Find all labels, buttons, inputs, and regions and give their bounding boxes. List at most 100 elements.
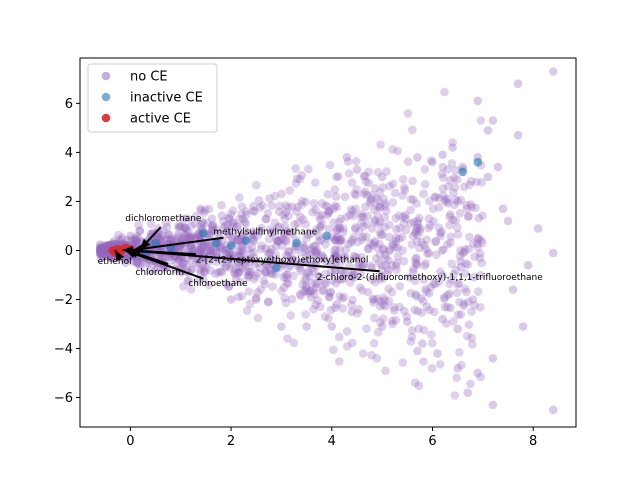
cloud-point [436, 231, 445, 241]
cloud-point [324, 292, 334, 302]
cloud-point [310, 241, 320, 251]
cloud-point [440, 294, 449, 304]
cloud-point [307, 278, 317, 288]
cloud-point [273, 236, 283, 245]
cloud-point [298, 280, 308, 289]
cloud-point [290, 220, 299, 229]
cloud-point [233, 269, 242, 278]
cloud-point [228, 234, 237, 243]
cloud-point [293, 218, 303, 228]
cloud-point [437, 227, 447, 236]
cloud-point [463, 212, 473, 221]
cloud-point [126, 235, 136, 244]
cloud-point [330, 185, 340, 194]
cloud-point [434, 223, 444, 232]
cloud-point [232, 230, 242, 239]
cloud-point [319, 286, 328, 295]
cloud-point [101, 247, 110, 256]
cloud-point [293, 202, 302, 212]
cloud-point [261, 267, 270, 276]
cloud-point [373, 202, 382, 211]
cloud-point [375, 203, 385, 212]
cloud-point [381, 301, 390, 311]
cloud-point [266, 269, 276, 278]
cloud-point [173, 230, 182, 240]
cloud-point [395, 302, 405, 312]
cloud-point [446, 210, 455, 219]
annotation-arrow [124, 249, 204, 280]
cloud-point [300, 242, 309, 252]
cloud-point [311, 248, 321, 257]
cloud-point [246, 267, 255, 277]
cloud-point [464, 320, 474, 330]
cloud-point [401, 225, 411, 235]
cloud-point [438, 184, 448, 193]
cloud-point [424, 214, 434, 223]
cloud-point [265, 225, 275, 234]
cloud-point [382, 206, 391, 216]
cloud-point [249, 230, 259, 240]
cloud-point [321, 201, 330, 210]
cloud-point [284, 247, 293, 256]
cloud-point [360, 171, 370, 181]
cloud-point [298, 196, 307, 206]
cloud-point [451, 195, 461, 204]
cloud-point [449, 317, 458, 326]
cloud-point [206, 247, 216, 256]
cloud-point [359, 171, 369, 181]
cloud-point [178, 259, 188, 269]
cloud-point [332, 202, 342, 212]
cloud-point [259, 276, 269, 285]
cloud-point [181, 223, 190, 232]
cloud-point [251, 180, 261, 190]
cloud-point [257, 244, 266, 254]
cloud-point [213, 268, 223, 277]
cloud-point [436, 228, 445, 238]
cloud-point [167, 255, 177, 265]
cloud-point [461, 259, 470, 268]
cloud-point [279, 283, 289, 292]
annotation-label: methylsulfinylmethane [213, 228, 317, 238]
cloud-point [239, 248, 248, 257]
cloud-point [277, 241, 287, 250]
cloud-point [348, 295, 357, 305]
cloud-point [97, 246, 107, 256]
cloud-point [443, 199, 453, 208]
cloud-point [97, 245, 106, 254]
cloud-point [420, 180, 430, 189]
cloud-point [144, 259, 153, 268]
cloud-point [97, 244, 107, 253]
cloud-point [332, 232, 342, 242]
cloud-point [97, 248, 106, 257]
cloud-point [230, 269, 240, 279]
cloud-point [436, 360, 445, 369]
cloud-point [241, 207, 251, 216]
cloud-point [283, 203, 293, 212]
cloud-point [243, 271, 253, 280]
cloud-point [204, 257, 214, 267]
cloud-point [174, 232, 183, 241]
cloud-point [289, 338, 299, 348]
cloud-point [434, 277, 444, 287]
cloud-point [99, 247, 108, 256]
cloud-point [102, 241, 111, 251]
cloud-point [438, 162, 448, 172]
cloud-point [245, 270, 254, 280]
cloud-point [364, 178, 374, 188]
cloud-point [196, 268, 205, 277]
cloud-point [336, 258, 345, 268]
cloud-point [258, 201, 268, 210]
cloud-point [100, 245, 109, 254]
cloud-point [286, 228, 296, 237]
cloud-point [340, 252, 350, 262]
cloud-point [98, 245, 108, 255]
cloud-point [211, 247, 221, 256]
cloud-point [452, 175, 462, 184]
cloud-point [469, 239, 478, 248]
cloud-point [410, 276, 420, 286]
cloud-point [197, 243, 207, 253]
cloud-point [388, 316, 397, 326]
cloud-point [253, 268, 263, 278]
cloud-point [414, 324, 424, 334]
